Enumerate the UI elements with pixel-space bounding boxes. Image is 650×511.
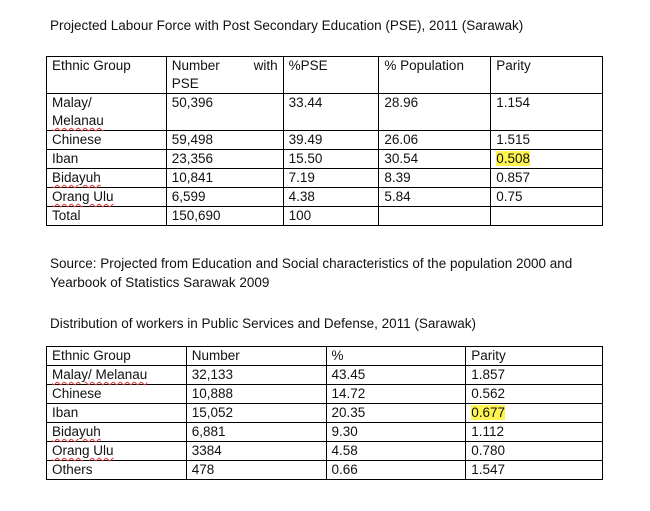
header-percent: %	[325, 346, 467, 366]
table-row: Iban 15,052 20.35 0.677	[46, 403, 603, 423]
public-services-table: Ethnic Group Number % Parity Malay/ Mela…	[46, 346, 603, 480]
cell-parity: 0.75	[490, 187, 603, 207]
cell-pse: 39.49	[282, 130, 380, 150]
cell-group: Chinese	[46, 130, 167, 150]
cell-number: 6,599	[165, 187, 284, 207]
table1-title: Projected Labour Force with Post Seconda…	[50, 18, 524, 33]
cell-number: 59,498	[165, 130, 284, 150]
cell-population: 8.39	[378, 168, 492, 188]
cell-pse: 4.38	[282, 187, 380, 207]
table-row: Others 478 0.66 1.547	[46, 460, 603, 480]
cell-percent: 9.30	[325, 422, 467, 442]
cell-parity: 0.677	[465, 403, 603, 423]
cell-population: 30.54	[378, 149, 492, 169]
header-number-with-pse: Number with PSE	[165, 56, 284, 94]
header-population: % Population	[378, 56, 492, 94]
table2-title: Distribution of workers in Public Servic…	[50, 316, 476, 331]
cell-parity: 1.515	[490, 130, 603, 150]
cell-number: 10,841	[165, 168, 284, 188]
cell-group: Bidayuh	[46, 422, 187, 442]
cell-group: Iban	[46, 403, 187, 423]
cell-parity: 1.112	[465, 422, 603, 442]
cell-percent: 0.66	[325, 460, 467, 480]
cell-pse: 100	[282, 206, 380, 226]
table-row: Malay/ Melanau 50,396 33.44 28.96 1.154	[46, 93, 603, 131]
cell-group: Iban	[46, 149, 167, 169]
cell-population: 28.96	[378, 93, 492, 131]
table-row: Bidayuh 10,841 7.19 8.39 0.857	[46, 168, 603, 188]
table-row: Bidayuh 6,881 9.30 1.112	[46, 422, 603, 442]
cell-parity: 0.857	[490, 168, 603, 188]
cell-group: Orang Ulu	[46, 441, 187, 461]
cell-percent: 20.35	[325, 403, 467, 423]
cell-number: 10,888	[185, 384, 327, 404]
cell-number: 478	[185, 460, 327, 480]
cell-parity: 1.857	[465, 365, 603, 385]
cell-group: Malay/ Melanau	[46, 93, 167, 131]
cell-pse: 15.50	[282, 149, 380, 169]
cell-parity: 1.547	[465, 460, 603, 480]
table-row: Orang Ulu 6,599 4.38 5.84 0.75	[46, 187, 603, 207]
table-row: Malay/ Melanau 32,133 43.45 1.857	[46, 365, 603, 385]
table-row: Chinese 10,888 14.72 0.562	[46, 384, 603, 404]
cell-population: 5.84	[378, 187, 492, 207]
cell-group: Bidayuh	[46, 168, 167, 188]
highlighted-value: 0.677	[471, 405, 506, 420]
header-ethnic-group: Ethnic Group	[46, 56, 167, 94]
table-row-total: Total 150,690 100	[46, 206, 603, 226]
header-ethnic-group: Ethnic Group	[46, 346, 187, 366]
cell-pse: 7.19	[282, 168, 380, 188]
cell-percent: 14.72	[325, 384, 467, 404]
cell-number: 150,690	[165, 206, 284, 226]
cell-group: Orang Ulu	[46, 187, 167, 207]
cell-parity	[490, 206, 603, 226]
header-number: Number	[185, 346, 327, 366]
cell-group: Malay/ Melanau	[46, 365, 187, 385]
cell-number: 32,133	[185, 365, 327, 385]
cell-population: 26.06	[378, 130, 492, 150]
highlighted-value: 0.508	[496, 151, 531, 166]
cell-pse: 33.44	[282, 93, 380, 131]
header-parity: Parity	[465, 346, 603, 366]
source-note: Source: Projected from Education and Soc…	[50, 256, 573, 290]
table-header-row: Ethnic Group Number with PSE %PSE % Popul…	[46, 56, 603, 94]
table-row: Iban 23,356 15.50 30.54 0.508	[46, 149, 603, 169]
cell-group: Chinese	[46, 384, 187, 404]
cell-number: 3384	[185, 441, 327, 461]
cell-parity: 1.154	[490, 93, 603, 131]
header-pse: %PSE	[282, 56, 380, 94]
cell-group: Others	[46, 460, 187, 480]
cell-population	[378, 206, 492, 226]
cell-group: Total	[46, 206, 167, 226]
cell-number: 15,052	[185, 403, 327, 423]
cell-parity: 0.780	[465, 441, 603, 461]
header-parity: Parity	[490, 56, 603, 94]
pse-table: Ethnic Group Number with PSE %PSE % Popul…	[46, 56, 603, 226]
cell-parity: 0.562	[465, 384, 603, 404]
cell-percent: 4.58	[325, 441, 467, 461]
cell-number: 23,356	[165, 149, 284, 169]
table-header-row: Ethnic Group Number % Parity	[46, 346, 603, 366]
table-row: Chinese 59,498 39.49 26.06 1.515	[46, 130, 603, 150]
cell-percent: 43.45	[325, 365, 467, 385]
cell-parity: 0.508	[490, 149, 603, 169]
cell-number: 6,881	[185, 422, 327, 442]
table-row: Orang Ulu 3384 4.58 0.780	[46, 441, 603, 461]
cell-number: 50,396	[165, 93, 284, 131]
